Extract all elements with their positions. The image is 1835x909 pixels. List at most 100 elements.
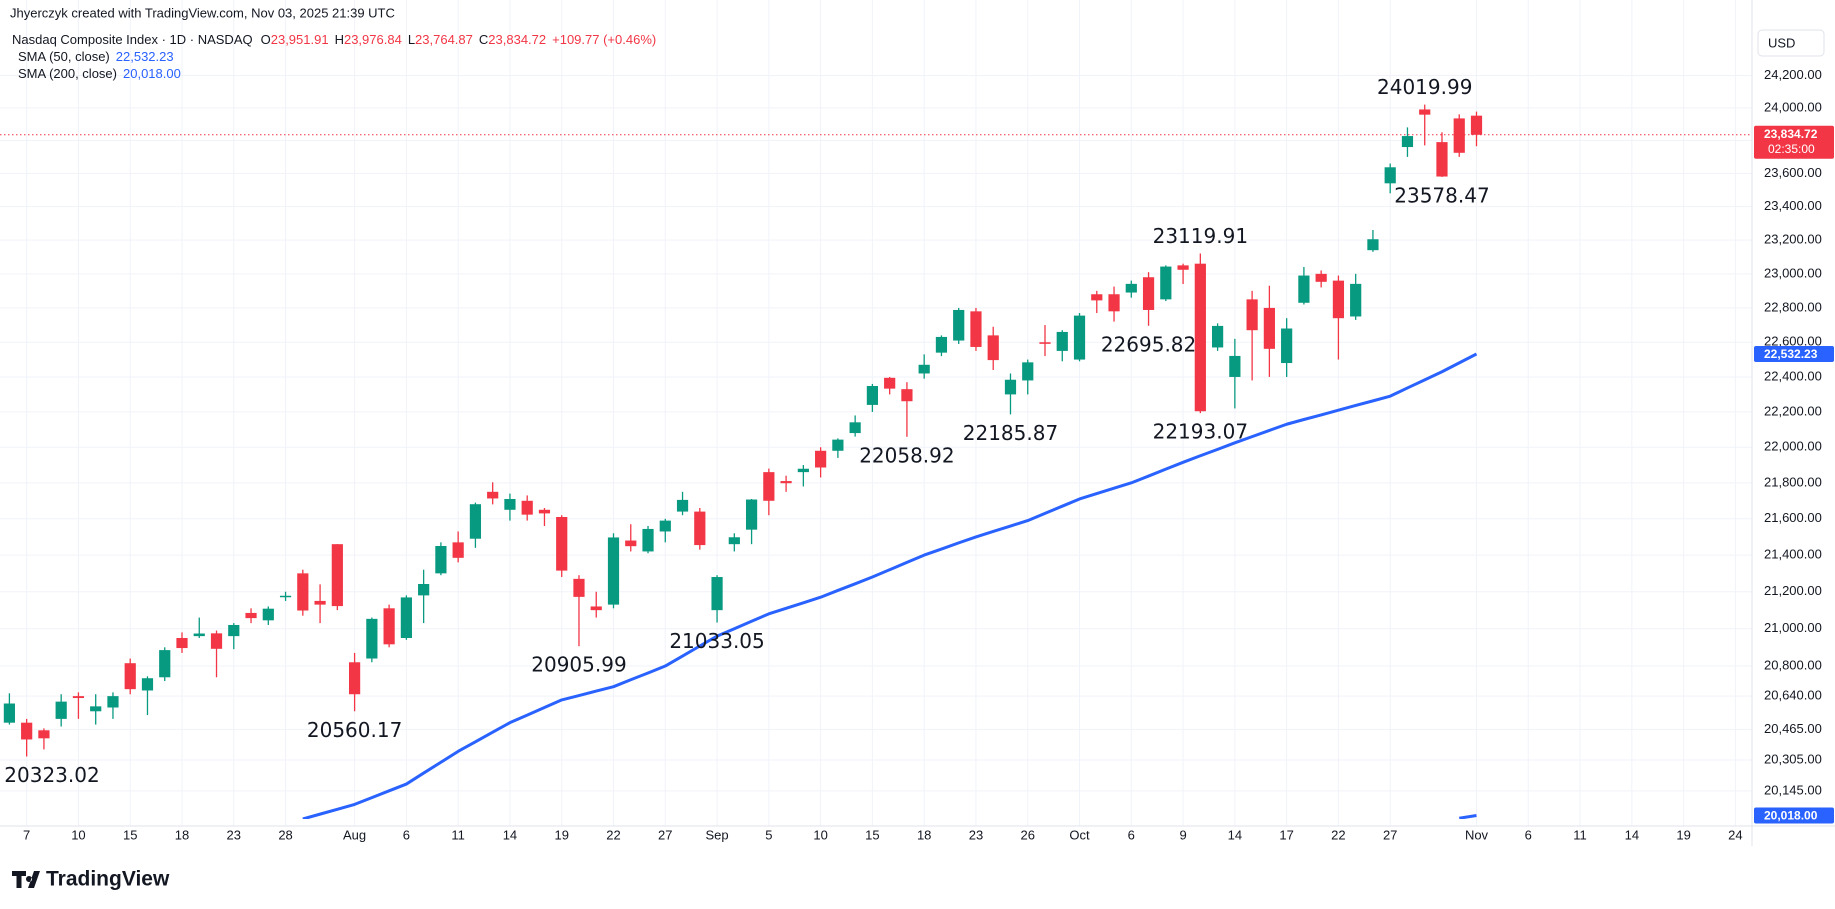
candle-body: [1332, 280, 1345, 319]
x-tick-label: 11: [451, 827, 465, 842]
candle-body: [1212, 325, 1224, 348]
ohlc-prefix: O: [261, 32, 271, 47]
logo-icon: [12, 871, 40, 888]
price-annotation: 23119.91: [1153, 224, 1248, 248]
y-tick-label: 21,600.00: [1764, 510, 1822, 525]
currency-box[interactable]: [1757, 29, 1825, 57]
sma-value: 22,532.23: [116, 49, 174, 64]
candle-body: [21, 722, 33, 740]
candle-body: [1073, 315, 1086, 360]
ohlc-value: 23,834.72: [488, 32, 546, 47]
price-tag-countdown: 02:35:00: [1768, 142, 1815, 156]
ohlc-value: 23,951.91: [271, 32, 329, 47]
price-annotation: 20560.17: [307, 718, 402, 742]
candle-body: [538, 509, 551, 514]
currency[interactable]: USD: [1768, 35, 1795, 50]
x-tick-label: 6: [403, 827, 410, 842]
x-tick-label: 18: [917, 827, 931, 842]
candle-body: [1367, 239, 1379, 251]
candle-body: [573, 578, 585, 597]
candle-body: [1091, 294, 1103, 301]
candle-body: [176, 637, 188, 649]
x-tick-label: 19: [554, 827, 568, 842]
x-tick-label: Oct: [1069, 827, 1090, 842]
candle-body: [90, 706, 102, 712]
x-tick-label: 11: [1573, 827, 1587, 842]
plot-area: [0, 104, 1752, 819]
price-tag-label: 22,532.23: [1764, 347, 1818, 361]
candle-body: [676, 499, 689, 512]
symbol: Nasdaq Composite Index · 1D · NASDAQ: [12, 32, 253, 47]
candle-body: [607, 537, 620, 605]
candle-body: [728, 537, 740, 545]
candle-body: [1401, 136, 1414, 148]
y-tick-label: 23,600.00: [1764, 165, 1822, 180]
candle-body: [935, 336, 948, 353]
price-annotation: 22695.82: [1101, 332, 1196, 356]
candle-body: [1108, 294, 1120, 312]
candle-body: [815, 450, 827, 468]
candle-body: [504, 498, 516, 510]
candle-body: [383, 608, 395, 645]
change: +109.77 (+0.46%): [552, 32, 656, 47]
x-tick-label: 18: [175, 827, 189, 842]
candle-body: [469, 504, 482, 539]
price-annotation: 20323.02: [4, 763, 99, 787]
candle-body: [780, 481, 792, 484]
y-tick-label: 21,200.00: [1764, 583, 1822, 598]
candle-body: [297, 573, 309, 611]
price-tag-label: 20,018.00: [1764, 809, 1818, 823]
candle-body: [1419, 109, 1431, 115]
price-annotation: 22185.87: [963, 421, 1058, 445]
candle-body: [72, 696, 85, 699]
sma-legend: SMA (50, close) 22,532.23: [18, 49, 174, 64]
price-annotation: 21033.05: [669, 629, 764, 653]
x-tick-label: Sep: [705, 827, 728, 842]
y-tick-label: 22,800.00: [1764, 299, 1822, 314]
candle-body: [1229, 355, 1241, 377]
y-tick-label: 24,200.00: [1764, 67, 1822, 82]
x-tick-label: 23: [227, 827, 241, 842]
x-tick-label: 6: [1128, 827, 1135, 842]
candle-body: [193, 633, 205, 637]
candle-body: [400, 597, 412, 638]
candle-body: [832, 439, 844, 451]
y-tick-label: 23,400.00: [1764, 198, 1822, 213]
candle-body: [1142, 277, 1155, 310]
candle-body: [279, 595, 292, 598]
x-tick-label: Aug: [343, 827, 366, 842]
sma-legend: SMA (200, close) 20,018.00: [18, 66, 181, 81]
price-annotation: 24019.99: [1377, 75, 1472, 99]
x-tick-label: 22: [1331, 827, 1345, 842]
candle-body: [487, 491, 499, 499]
y-tick-label: 23,000.00: [1764, 265, 1822, 280]
candle-body: [590, 606, 602, 611]
candle-body: [556, 516, 568, 571]
y-tick-label: 22,600.00: [1764, 334, 1822, 349]
sma-line: [1459, 814, 1477, 819]
candle-body: [1022, 362, 1034, 381]
price-annotation: 23578.47: [1394, 183, 1489, 207]
ohlc-value: 23,764.87: [415, 32, 473, 47]
price-tag: [1754, 125, 1834, 159]
y-tick-label: 20,465.00: [1764, 721, 1822, 736]
candle-body: [124, 663, 136, 690]
candle-body: [452, 542, 464, 558]
price-tag: [1754, 807, 1834, 824]
y-tick-label: 22,200.00: [1764, 403, 1822, 418]
axes: 20,145.00 20,305.00 20,465.00 20,640.00 20,8…: [23, 67, 1834, 842]
candle-body: [1315, 273, 1327, 282]
ohlc-prefix: L: [408, 32, 415, 47]
candle-body: [245, 612, 257, 619]
candle-body: [970, 311, 982, 347]
candle-body: [1470, 115, 1483, 135]
x-tick-label: 28: [278, 827, 292, 842]
candle-body: [521, 500, 533, 515]
candle-body: [1298, 275, 1310, 303]
x-tick-label: 15: [865, 827, 879, 842]
candle-body: [1004, 379, 1017, 395]
candle-body: [3, 703, 15, 723]
candle-body: [107, 696, 119, 708]
y-tick-label: 24,000.00: [1764, 99, 1822, 114]
